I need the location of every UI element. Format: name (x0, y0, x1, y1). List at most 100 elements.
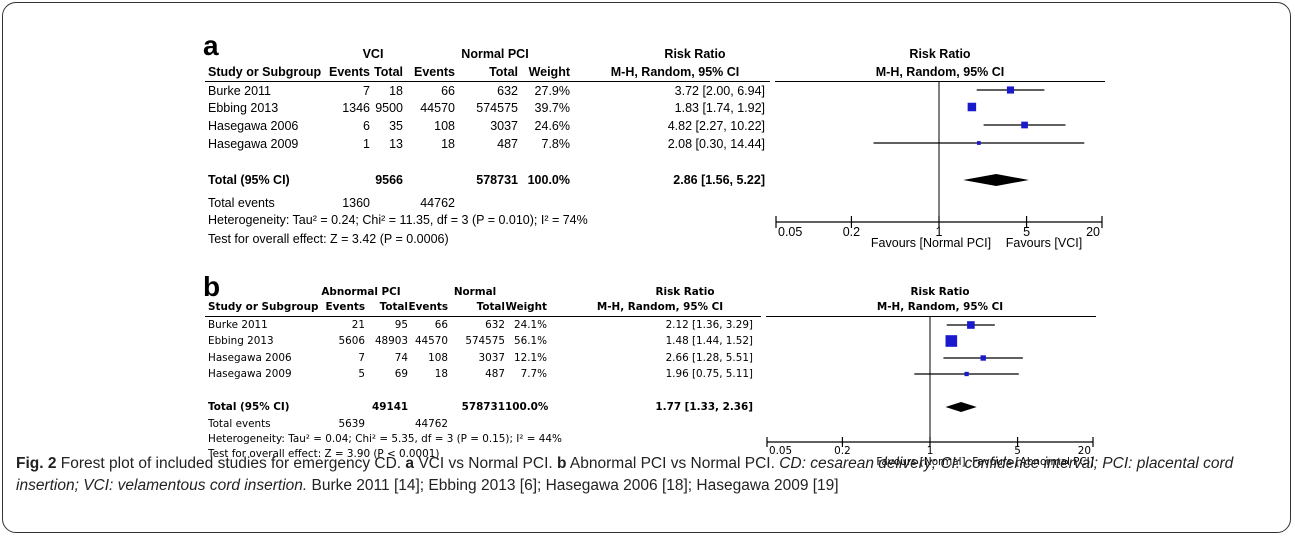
events-e1: 5639 (338, 418, 365, 430)
favours-right: Favours [VCI] (1005, 236, 1083, 250)
events2: 108 (434, 119, 455, 133)
weight: 7.8% (541, 137, 571, 151)
study-marker (945, 335, 958, 347)
total-label: Total (95% CI) (208, 401, 290, 413)
study-name: Burke 2011 (208, 319, 268, 331)
weight: 7.7% (520, 368, 547, 380)
risk-ratio-ci: 2.66 [1.28, 5.51] (665, 352, 753, 364)
study-marker (1021, 121, 1028, 129)
pooled-diamond (945, 402, 977, 412)
events-label: Total events (208, 418, 271, 430)
events-e1: 1360 (342, 196, 370, 210)
plot-title: Risk Ratio (910, 286, 970, 298)
study-name: Hasegawa 2006 (208, 352, 292, 364)
col-weight: Weight (505, 301, 547, 313)
col-events2: Events (408, 301, 448, 313)
heterogeneity-text: Heterogeneity: Tau² = 0.24; Chi² = 11.35… (208, 213, 588, 227)
caption-b-text: Abnormal PCI vs Normal PCI. (566, 455, 780, 472)
col-study: Study or Subgroup (208, 65, 322, 79)
group1-header: Abnormal PCI (321, 286, 401, 298)
total2: 487 (485, 368, 505, 380)
x-tick-label: 0.2 (843, 225, 860, 239)
events-label: Total events (208, 196, 275, 210)
total1: 74 (394, 352, 408, 364)
panel-letter-a: a (203, 30, 219, 61)
study-marker (1006, 86, 1015, 94)
favours-left: Favours [Normal PCI] (870, 236, 992, 250)
total1: 69 (394, 368, 408, 380)
group1-header: VCI (362, 47, 384, 61)
caption-a-text: VCI vs Normal PCI. (414, 455, 557, 472)
caption-abbreviations: CD: cesarean delivery; CI: confidence in… (16, 455, 1234, 494)
col-total2: Total (489, 65, 518, 79)
total-ci: 2.86 [1.56, 5.22] (673, 173, 765, 187)
col-total1: Total (374, 65, 403, 79)
x-tick-label: 0.05 (769, 445, 792, 457)
events-e2: 44762 (420, 196, 455, 210)
study-marker (967, 102, 977, 112)
caption-refs: Burke 2011 [14]; Ebbing 2013 [6]; Hasega… (307, 477, 839, 494)
x-tick-label: 0.2 (834, 445, 851, 457)
x-tick-label: 1 (927, 445, 934, 457)
col-weight: Weight (528, 65, 570, 79)
total2: 487 (497, 137, 518, 151)
favours-left: Favours [Normal] (876, 456, 966, 468)
study-name: Ebbing 2013 (208, 101, 279, 115)
x-tick-label: 5 (1014, 445, 1021, 457)
rr-title: Risk Ratio (664, 47, 726, 61)
caption-fig-label: Fig. 2 (16, 455, 57, 472)
total-weight: 100.0% (505, 401, 549, 413)
pooled-diamond (963, 174, 1029, 186)
study-marker (976, 141, 981, 145)
weight: 24.6% (534, 119, 570, 133)
plot-header-rule (766, 316, 1096, 317)
total2: 574575 (465, 335, 505, 347)
risk-ratio-ci: 2.08 [0.30, 14.44] (667, 137, 765, 151)
col-total1: Total (379, 301, 408, 313)
events2: 44570 (420, 101, 455, 115)
events2: 18 (441, 137, 455, 151)
rr-title: Risk Ratio (655, 286, 715, 298)
figure-caption: Fig. 2 Forest plot of included studies f… (16, 453, 1281, 497)
study-name: Burke 2011 (208, 84, 272, 98)
total2: 3037 (490, 119, 518, 133)
study-marker (964, 371, 969, 377)
total2: 3037 (478, 352, 505, 364)
table-header-rule (205, 316, 761, 317)
study-name: Hasegawa 2009 (208, 368, 292, 380)
panel-letter-b: b (203, 271, 221, 302)
total2: 632 (485, 319, 505, 331)
total-total2: 578731 (461, 401, 505, 413)
caption-a-letter: a (405, 455, 415, 472)
total1: 9500 (375, 101, 403, 115)
total1: 18 (389, 84, 403, 98)
events1: 5606 (338, 335, 365, 347)
group2-header: Normal PCI (461, 47, 529, 61)
total1: 35 (389, 119, 403, 133)
events2: 18 (434, 368, 448, 380)
x-tick-label: 0.05 (778, 225, 802, 239)
total1: 13 (389, 137, 403, 151)
caption-text: Forest plot of included studies for emer… (56, 455, 406, 472)
caption-b-letter: b (557, 455, 567, 472)
total2: 574575 (476, 101, 518, 115)
col-total2: Total (476, 301, 505, 313)
events2: 44570 (414, 335, 448, 347)
events1: 6 (363, 119, 370, 133)
events2: 108 (428, 352, 448, 364)
plot-method: M-H, Random, 95% CI (876, 301, 1004, 313)
total-total2: 578731 (476, 173, 518, 187)
events2: 66 (441, 84, 455, 98)
plot-title: Risk Ratio (909, 47, 971, 61)
weight: 24.1% (513, 319, 547, 331)
events1: 7 (363, 84, 370, 98)
col-events1: Events (325, 301, 365, 313)
plot-method: M-H, Random, 95% CI (875, 65, 1005, 79)
plot-header-rule (775, 81, 1105, 82)
weight: 56.1% (513, 335, 547, 347)
study-name: Ebbing 2013 (208, 335, 274, 347)
events1: 21 (351, 319, 365, 331)
